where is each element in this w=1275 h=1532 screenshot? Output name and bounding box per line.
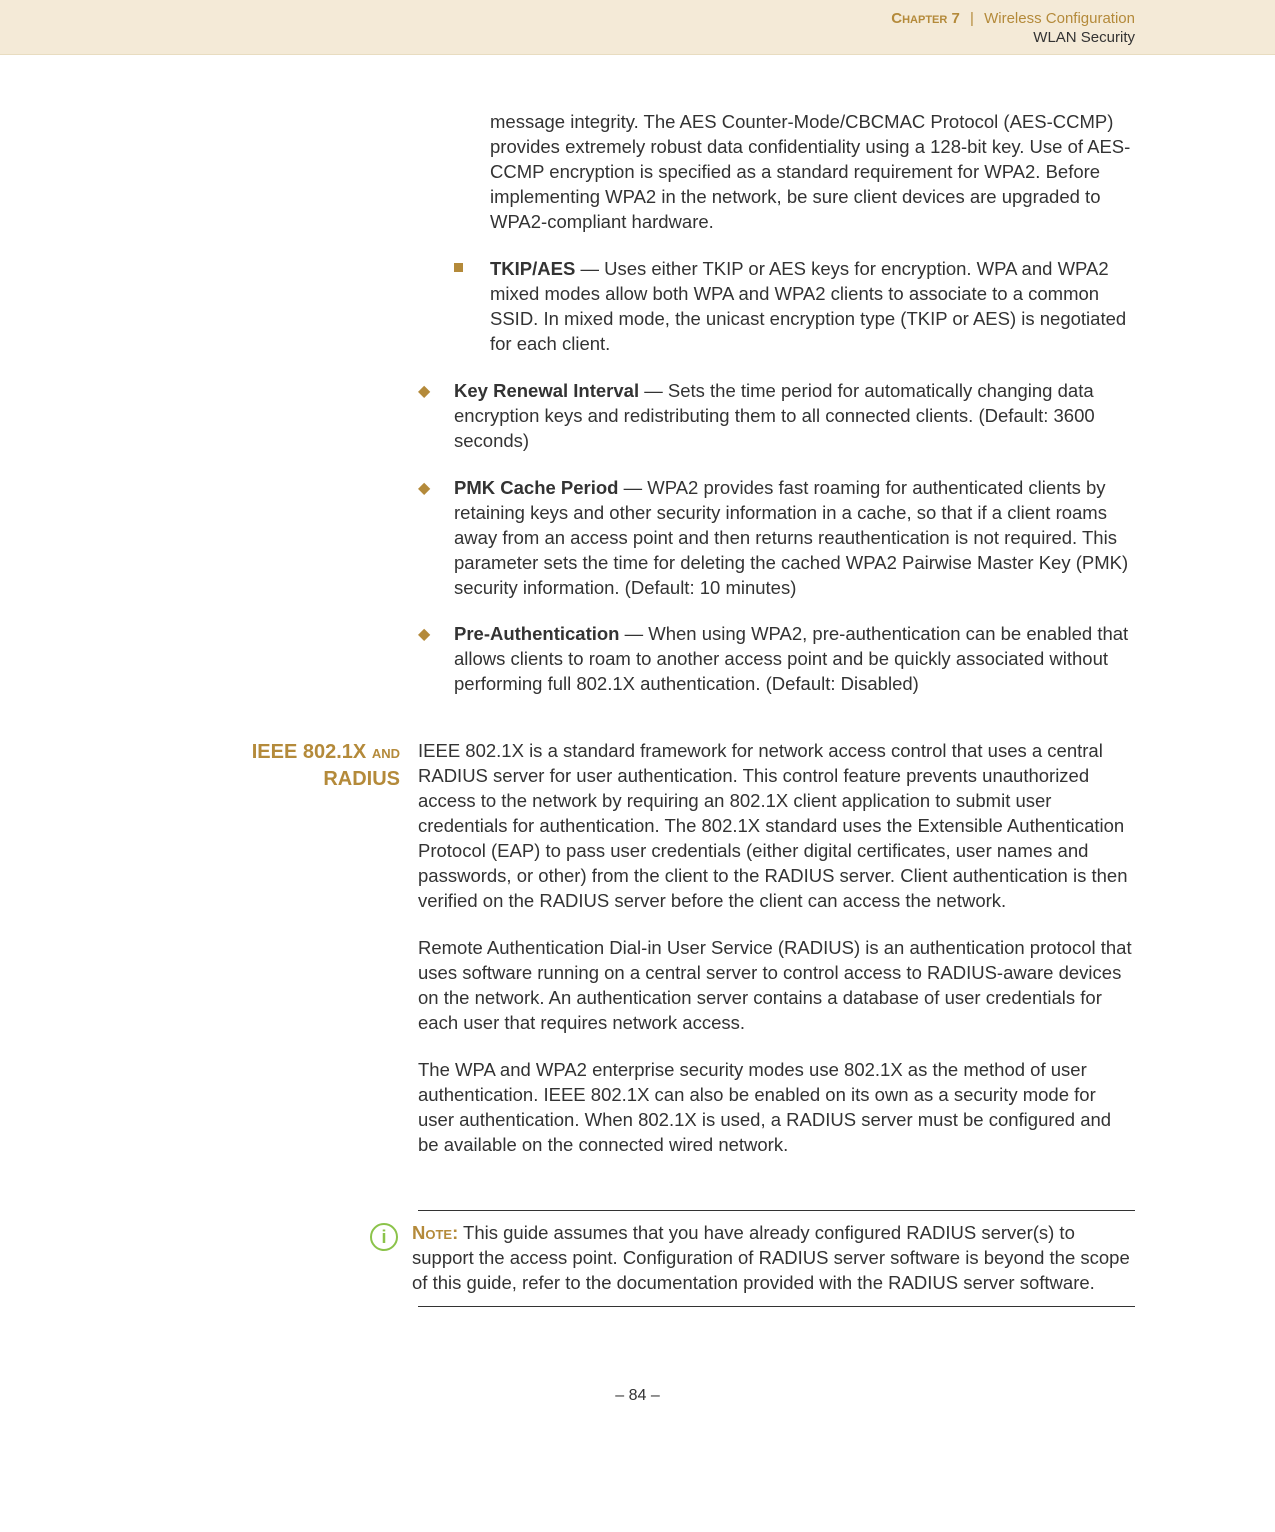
note-rule-bottom [418, 1306, 1135, 1307]
chapter-title: Wireless Configuration [984, 10, 1135, 27]
section-p2: Remote Authentication Dial-in User Servi… [418, 936, 1135, 1036]
header-line-1: Chapter 7 | Wireless Configuration [0, 10, 1135, 27]
note-block: i Note: This guide assumes that you have… [418, 1210, 1135, 1307]
section-heading: IEEE 802.1X and RADIUS [170, 739, 418, 792]
list-item-tkip-aes: TKIP/AES — Uses either TKIP or AES keys … [418, 257, 1135, 357]
section-p3: The WPA and WPA2 enterprise security mod… [418, 1058, 1135, 1158]
note-rule-top [418, 1210, 1135, 1211]
list-item-pmk-cache: ◆ PMK Cache Period — WPA2 provides fast … [418, 476, 1135, 601]
header-band: Chapter 7 | Wireless Configuration WLAN … [0, 0, 1275, 55]
note-label: Note: [412, 1222, 458, 1243]
note-body: This guide assumes that you have already… [412, 1222, 1130, 1293]
text-tkip-aes: — Uses either TKIP or AES keys for encry… [490, 258, 1126, 354]
header-subtitle: WLAN Security [0, 27, 1135, 46]
section-heading-line2: RADIUS [323, 768, 400, 790]
section-ieee-radius: IEEE 802.1X and RADIUS IEEE 802.1X is a … [170, 739, 1135, 1180]
diamond-bullet-icon: ◆ [418, 381, 430, 403]
diamond-bullet-icon: ◆ [418, 478, 430, 500]
content-column: message integrity. The AES Counter-Mode/… [418, 110, 1135, 697]
term-pmk-cache: PMK Cache Period [454, 477, 619, 498]
section-p1: IEEE 802.1X is a standard framework for … [418, 739, 1135, 914]
term-pre-auth: Pre-Authentication [454, 623, 619, 644]
section-heading-line1: IEEE 802.1X [252, 741, 372, 763]
section-heading-and: and [372, 742, 400, 763]
term-tkip-aes: TKIP/AES [490, 258, 575, 279]
page-footer: – 84 – [0, 1357, 1275, 1445]
header-separator: | [964, 10, 980, 27]
section-body: IEEE 802.1X is a standard framework for … [418, 739, 1135, 1180]
page-number: – 84 – [615, 1387, 659, 1404]
info-icon: i [370, 1223, 398, 1251]
term-key-renewal: Key Renewal Interval [454, 380, 639, 401]
list-item-key-renewal: ◆ Key Renewal Interval — Sets the time p… [418, 379, 1135, 454]
diamond-bullet-icon: ◆ [418, 624, 430, 646]
note-content: i Note: This guide assumes that you have… [418, 1221, 1135, 1296]
chapter-label: Chapter 7 [891, 10, 960, 27]
page-body: message integrity. The AES Counter-Mode/… [0, 55, 1275, 1357]
note-text: Note: This guide assumes that you have a… [412, 1221, 1135, 1296]
square-bullet-icon [454, 263, 463, 272]
list-item-pre-auth: ◆ Pre-Authentication — When using WPA2, … [418, 622, 1135, 697]
intro-paragraph: message integrity. The AES Counter-Mode/… [418, 110, 1135, 235]
